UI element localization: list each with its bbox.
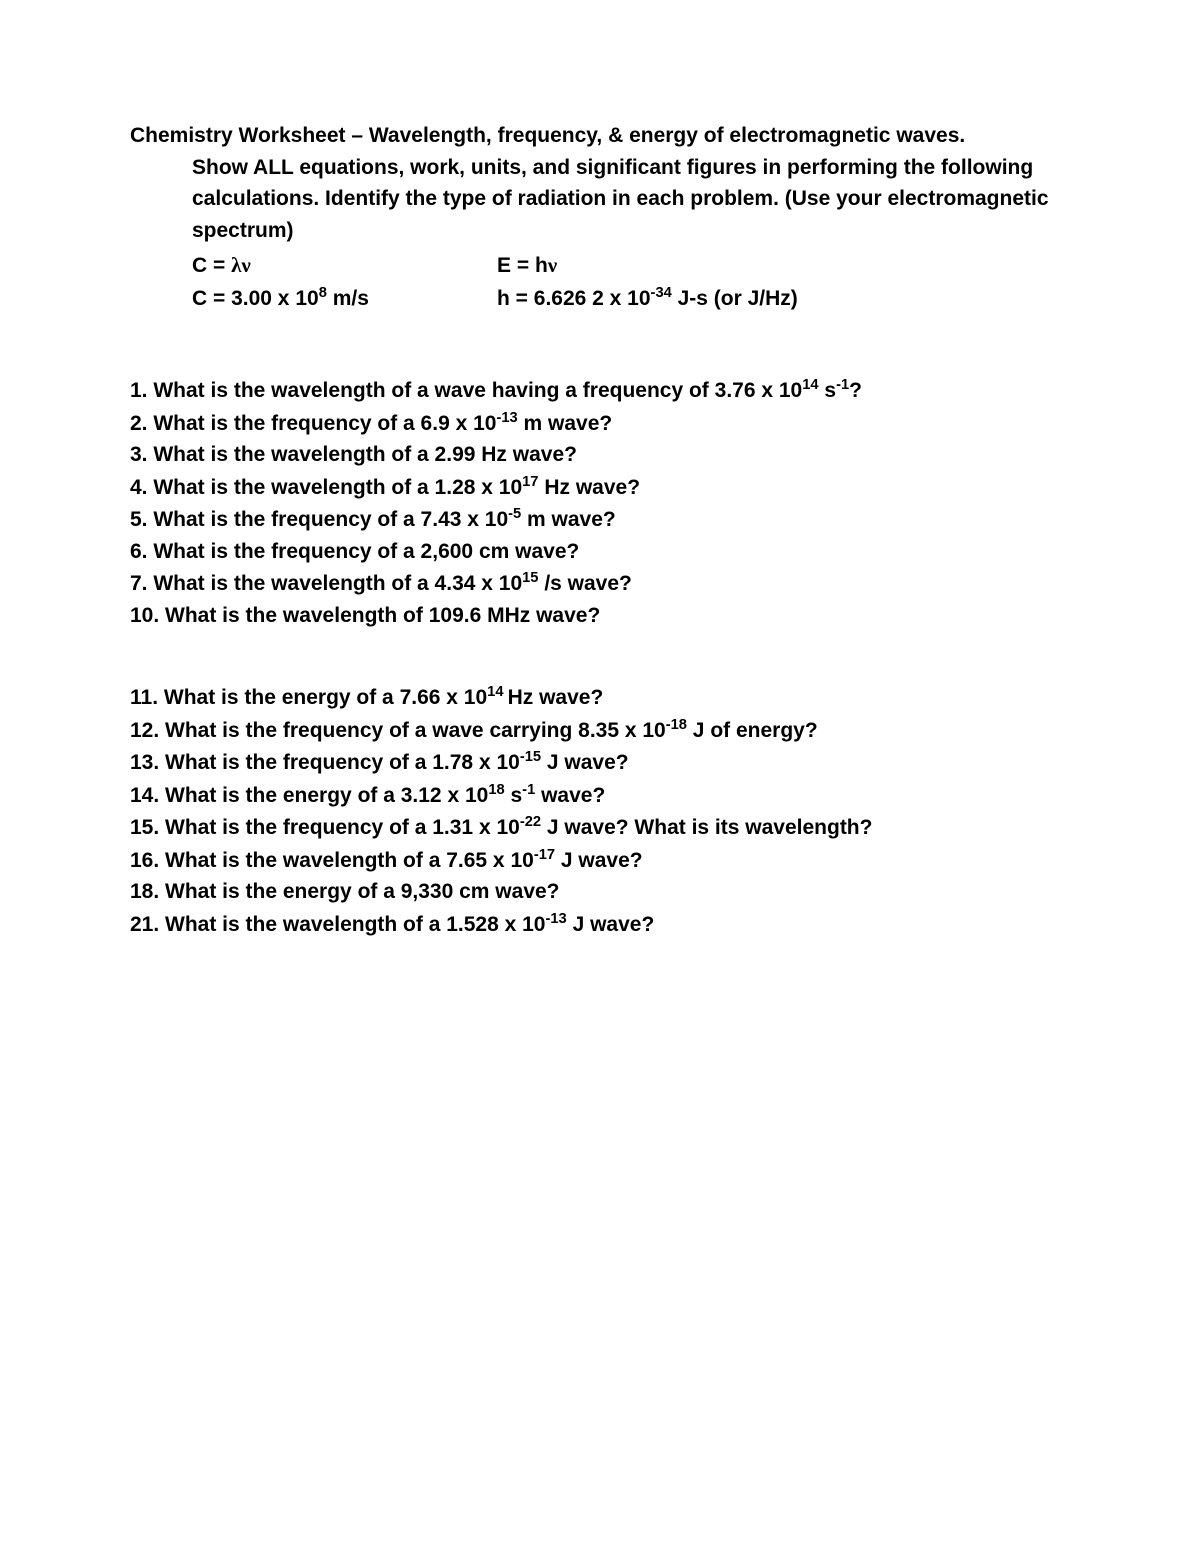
question-item: 4. What is the wavelength of a 1.28 x 10… — [130, 471, 1070, 504]
equation-h-value: h = 6.626 2 x 10-34 J-s (or J/Hz) — [497, 282, 798, 315]
questions-group-1: 1. What is the wavelength of a wave havi… — [130, 374, 1070, 631]
worksheet-title: Chemistry Worksheet – Wavelength, freque… — [130, 120, 1070, 152]
equation-row-1: C = λν E = hν — [192, 250, 1070, 282]
equation-reference: C = λν E = hν C = 3.00 x 108 m/s h = 6.6… — [130, 250, 1070, 314]
question-item: 21. What is the wavelength of a 1.528 x … — [130, 908, 1070, 941]
questions-group-2: 11. What is the energy of a 7.66 x 1014 … — [130, 681, 1070, 940]
question-item: 3. What is the wavelength of a 2.99 Hz w… — [130, 439, 1070, 471]
worksheet-document: Chemistry Worksheet – Wavelength, freque… — [130, 120, 1070, 940]
question-item: 2. What is the frequency of a 6.9 x 10-1… — [130, 407, 1070, 440]
question-item: 13. What is the frequency of a 1.78 x 10… — [130, 746, 1070, 779]
worksheet-instructions: Show ALL equations, work, units, and sig… — [130, 152, 1070, 247]
question-item: 7. What is the wavelength of a 4.34 x 10… — [130, 567, 1070, 600]
equation-c-formula: C = λν — [192, 250, 497, 282]
question-item: 6. What is the frequency of a 2,600 cm w… — [130, 536, 1070, 568]
question-item: 14. What is the energy of a 3.12 x 1018 … — [130, 779, 1070, 812]
question-item: 10. What is the wavelength of 109.6 MHz … — [130, 600, 1070, 632]
question-item: 1. What is the wavelength of a wave havi… — [130, 374, 1070, 407]
equation-row-2: C = 3.00 x 108 m/s h = 6.626 2 x 10-34 J… — [192, 282, 1070, 315]
question-item: 16. What is the wavelength of a 7.65 x 1… — [130, 844, 1070, 877]
question-item: 15. What is the frequency of a 1.31 x 10… — [130, 811, 1070, 844]
equation-c-value: C = 3.00 x 108 m/s — [192, 282, 497, 315]
question-item: 12. What is the frequency of a wave carr… — [130, 714, 1070, 747]
question-item: 5. What is the frequency of a 7.43 x 10-… — [130, 503, 1070, 536]
question-item: 18. What is the energy of a 9,330 cm wav… — [130, 876, 1070, 908]
equation-e-formula: E = hν — [497, 250, 557, 282]
question-item: 11. What is the energy of a 7.66 x 1014 … — [130, 681, 1070, 714]
